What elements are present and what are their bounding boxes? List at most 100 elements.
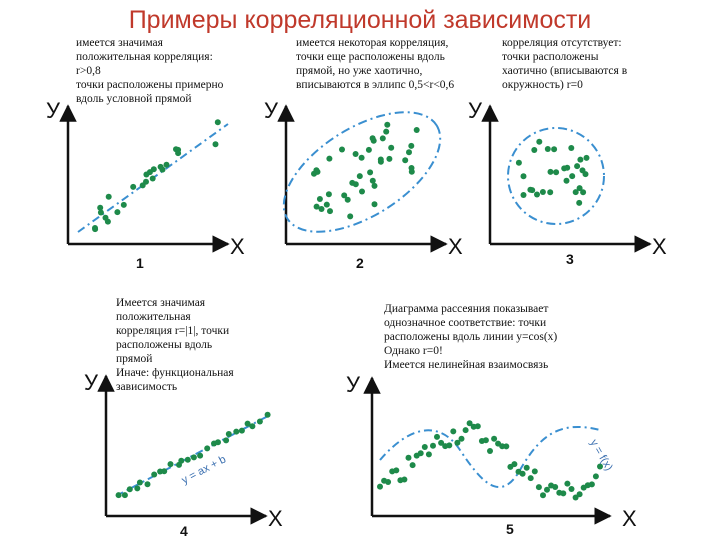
graph-5-point	[544, 486, 550, 493]
graph-4-point	[167, 461, 174, 468]
graph-4-point	[197, 452, 204, 459]
graph-4-point	[233, 428, 240, 435]
graph-1-x-label: Х	[230, 234, 245, 259]
graph-3-point	[576, 199, 583, 206]
graph-4-description: Имеется значимая положительная корреляци…	[116, 297, 234, 393]
graph-5-point	[588, 481, 595, 488]
graph-1-points	[92, 119, 221, 233]
graph-5-point	[511, 461, 518, 468]
graph-3-point	[568, 145, 575, 151]
graph-1-point	[130, 183, 137, 190]
graph-5-point	[430, 442, 436, 449]
graph-5-description: Диаграмма рассеяния показывает однозначн…	[384, 303, 558, 371]
graph-5-point	[564, 480, 571, 487]
graph-3-point	[547, 189, 554, 196]
graph-5-point	[527, 475, 534, 482]
graph-3-circle	[507, 127, 605, 225]
graph-3-point	[583, 154, 590, 161]
graph-2-point	[402, 157, 409, 164]
graph-3-point	[547, 168, 554, 175]
graph-1-point	[102, 214, 109, 221]
graph-5-x-label: Х	[622, 506, 637, 531]
graph-5-point	[487, 448, 493, 454]
graph-4-point	[121, 492, 128, 499]
graph-4-point	[115, 492, 122, 499]
graph-2-point	[341, 192, 348, 199]
graph-3-number: 3	[566, 251, 574, 267]
graph-2-point	[371, 182, 378, 189]
graph-4-point	[184, 456, 191, 463]
graph-4-point	[244, 420, 251, 427]
graph-2-point	[413, 127, 420, 133]
graph-5-point	[377, 483, 383, 490]
graph-1-point	[214, 119, 221, 126]
graph-2-y-label: У	[264, 98, 279, 123]
graph-4-y-label: У	[84, 370, 99, 395]
graph-3-point	[563, 177, 570, 184]
graph-1-point	[146, 169, 153, 176]
graph-4-point	[161, 468, 168, 475]
graph-1-point	[97, 204, 104, 211]
graph-4-point	[256, 418, 263, 425]
graph-2-point	[352, 151, 359, 157]
graph-5-point	[450, 428, 457, 435]
graph-5-point	[417, 450, 424, 457]
graph-2: У Х 2	[264, 98, 463, 271]
graph-5-point	[425, 451, 432, 458]
graph-1-description: имеется значимая положительная корреляци…	[76, 37, 224, 105]
graph-2-point	[359, 188, 365, 195]
graph-3-point	[534, 191, 540, 198]
graph-4-point	[204, 445, 211, 452]
graph-5-point	[421, 444, 428, 450]
graph-4-point	[238, 427, 245, 434]
graph-2-x-label: Х	[448, 234, 463, 259]
graph-5-point	[540, 492, 546, 499]
graph-5-point	[454, 439, 461, 446]
graph-4-point	[190, 454, 197, 461]
graph-2-point	[347, 213, 354, 220]
graph-1-point	[139, 182, 146, 189]
graph-4-point	[249, 423, 256, 430]
graph-2-point	[408, 142, 415, 149]
graph-3-point	[577, 156, 584, 163]
graph-1-point	[157, 163, 164, 170]
graph-4-point	[225, 431, 232, 437]
graph-3-point	[569, 173, 576, 180]
graph-2-point	[369, 135, 376, 142]
graph-4-point	[215, 439, 221, 446]
graph-5-point	[405, 454, 412, 461]
graph-1-number: 1	[136, 255, 144, 271]
graph-5-cosine-curve	[379, 425, 601, 489]
graph-2-point	[344, 196, 351, 203]
graph-1-y-label: У	[46, 98, 61, 123]
graph-2-point	[311, 170, 317, 177]
graph-4-point	[264, 411, 271, 418]
graph-2-ellipse	[282, 111, 442, 233]
graph-5-point	[491, 435, 498, 442]
graph-3-point	[574, 163, 581, 170]
graph-3-point	[520, 192, 527, 198]
graph-3-point	[515, 159, 522, 166]
graph-3-y-label: У	[468, 98, 483, 123]
graph-5-point	[446, 442, 453, 449]
graph-2-point	[313, 203, 320, 210]
graph-4-point	[151, 471, 158, 478]
graph-3-point	[527, 186, 534, 193]
graph-5-point	[592, 473, 599, 480]
graph-3-point	[536, 138, 543, 145]
graph-5: У Х y = f(x) 5	[346, 372, 637, 537]
graph-2-point	[365, 146, 372, 153]
graph-5-point	[568, 486, 575, 492]
graph-5-point	[466, 420, 473, 427]
graph-2-point	[326, 155, 333, 162]
graph-4-point	[144, 481, 151, 488]
graph-2-point	[327, 208, 333, 215]
graph-2-point	[367, 169, 374, 176]
graph-1-point	[105, 193, 112, 200]
graph-2-point	[318, 206, 325, 212]
graph-3-point	[539, 189, 546, 195]
graph-2-point	[379, 135, 386, 142]
graph-2-point	[325, 191, 332, 198]
graph-2-point	[352, 181, 359, 188]
